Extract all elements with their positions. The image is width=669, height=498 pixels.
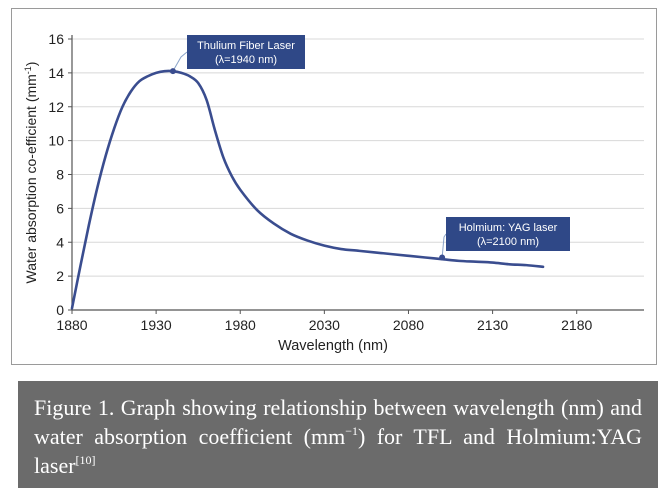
caption-superscript: −1: [345, 424, 358, 438]
annotation-box-1: [446, 217, 570, 251]
annotation-leader-1: [441, 233, 447, 258]
y-tick-label-2: 2: [56, 268, 64, 284]
x-axis-title: Wavelength (nm): [278, 338, 388, 354]
figure-caption: Figure 1. Graph showing relationship bet…: [18, 381, 658, 488]
x-tick-label-1930: 1930: [141, 317, 172, 333]
chart-frame: 0 2 4 6 8 10 12 14 16 1880 1930 1980 2030 2080 2130 218…: [11, 8, 657, 365]
y-axis-title-superscript: -1: [23, 66, 33, 74]
y-axis-title-main: Water absorption co-efficient (mm: [23, 74, 39, 283]
x-tick-label-1980: 1980: [225, 317, 256, 333]
annotation-marker-0: [169, 68, 176, 75]
caption-reference: [10]: [75, 453, 96, 467]
y-axis-title: Water absorption co-efficient (mm-1): [23, 62, 39, 284]
annotation-label-1: Holmium: YAG laser: [459, 222, 558, 234]
x-tick-label-1880: 1880: [56, 317, 87, 333]
annotation-sublabel-1: (λ=2100 nm): [477, 236, 539, 248]
y-tick-label-6: 6: [56, 200, 64, 216]
annotation-marker-1: [439, 254, 446, 261]
annotation-box-0: [187, 35, 305, 69]
caption-text: Figure 1. Graph showing relationship bet…: [34, 395, 642, 449]
annotation-leader-0: [172, 51, 188, 72]
y-tick-label-14: 14: [48, 65, 64, 81]
y-tick-label-0: 0: [56, 302, 64, 318]
annotation-label-0: Thulium Fiber Laser: [197, 40, 295, 52]
y-tick-label-8: 8: [56, 167, 64, 183]
y-tick-label-12: 12: [48, 99, 64, 115]
y-tick-label-16: 16: [48, 31, 64, 47]
x-tick-label-2130: 2130: [477, 317, 508, 333]
y-tick-label-10: 10: [48, 133, 64, 149]
series-line-0: [70, 69, 545, 310]
y-tick-label-4: 4: [56, 234, 64, 250]
annotation-sublabel-0: (λ=1940 nm): [215, 54, 277, 66]
x-tick-label-2080: 2080: [393, 317, 424, 333]
water-absorption-chart: 0 2 4 6 8 10 12 14 16 1880 1930 1980 2030 2080 2130 218…: [23, 31, 644, 354]
y-axis-title-end: ): [23, 62, 39, 67]
x-tick-label-2030: 2030: [309, 317, 340, 333]
x-tick-label-2180: 2180: [561, 317, 592, 333]
caption-text-end: ) for TFL and Holmium:YAG laser: [34, 424, 642, 478]
